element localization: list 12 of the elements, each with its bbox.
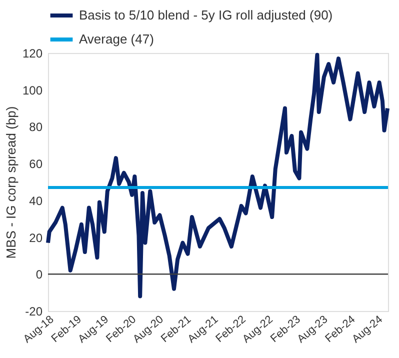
y-tick-label: 0 <box>36 268 43 282</box>
y-tick-label: 40 <box>29 194 43 208</box>
y-tick-label: 100 <box>22 83 43 98</box>
y-tick-label: 60 <box>29 157 43 172</box>
y-tick-label: 20 <box>29 230 43 245</box>
line-series <box>46 52 390 298</box>
legend-label: Average (47) <box>79 32 154 46</box>
legend-label: Basis to 5/10 blend - 5y IG roll adjusted (90) <box>79 8 333 22</box>
y-axis-title: MBS - IG corp spread (bp) <box>3 106 18 259</box>
y-tick-label: 80 <box>29 120 43 134</box>
y-tick-label: -20 <box>25 304 43 318</box>
y-tick-label: 120 <box>22 46 43 60</box>
